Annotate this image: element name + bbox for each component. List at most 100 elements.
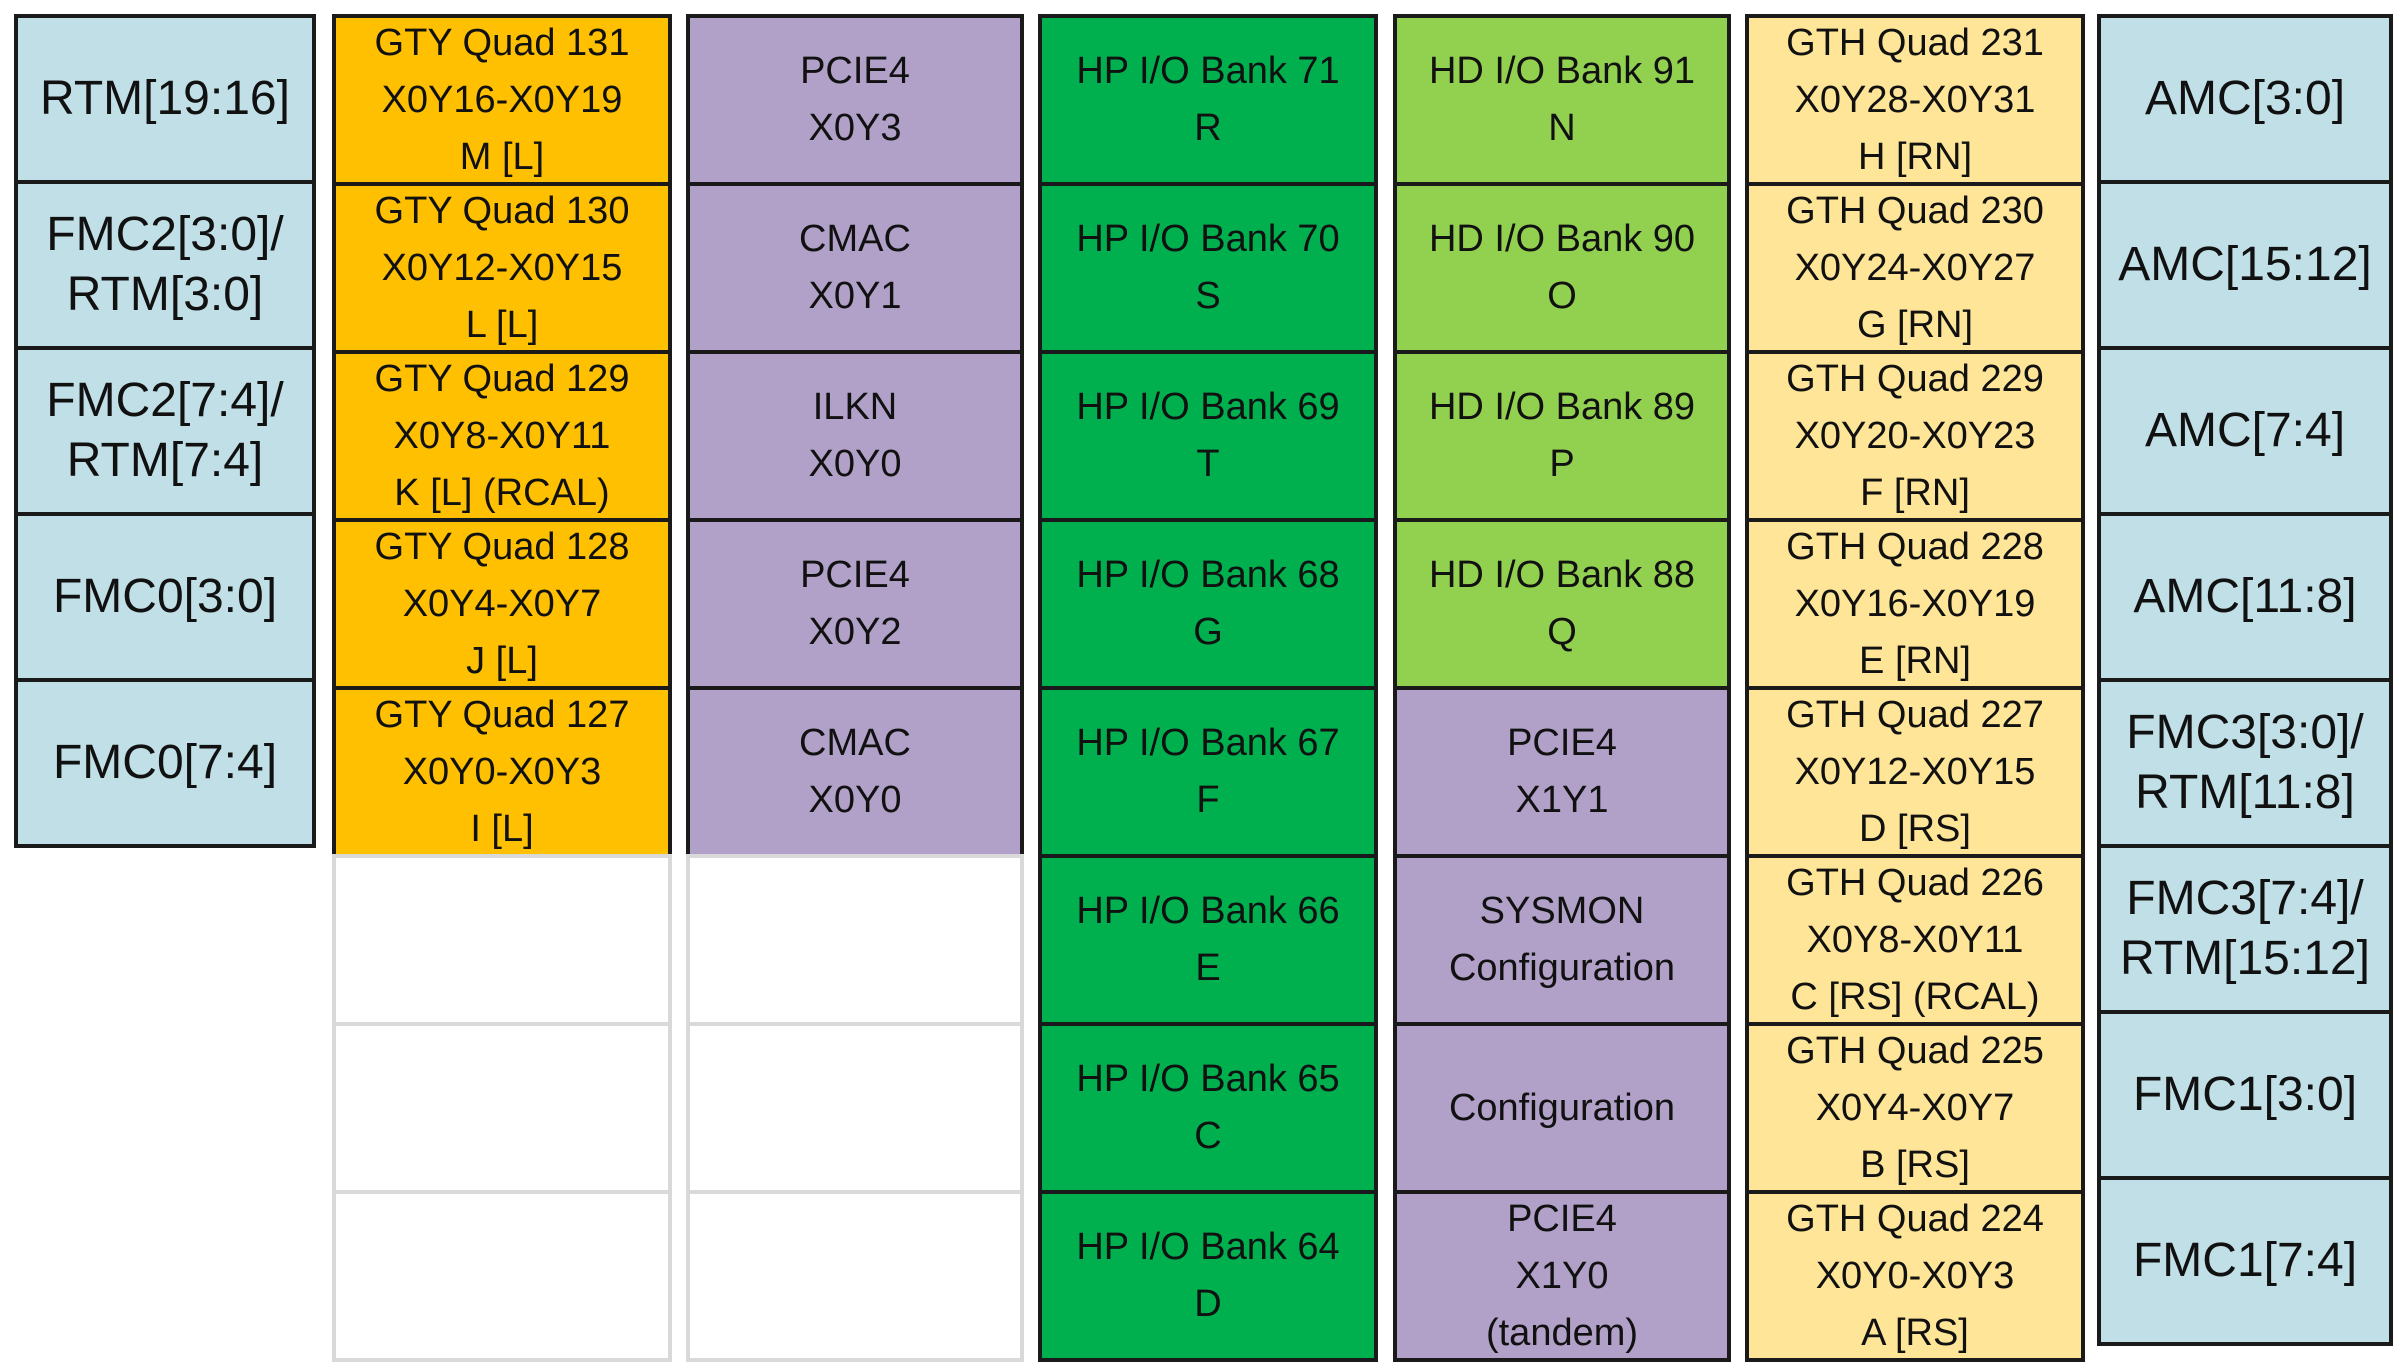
bank-cell-label: HP I/O Bank 68 G xyxy=(1076,554,1340,653)
bank-cell: PCIE4 X1Y0 (tandem) xyxy=(1393,1190,1731,1362)
bank-cell-label: HP I/O Bank 64 D xyxy=(1076,1226,1340,1325)
bank-cell-label: HP I/O Bank 66 E xyxy=(1076,890,1340,989)
bank-cell: GTY Quad 129 X0Y8-X0Y11 K [L] (RCAL) xyxy=(332,350,672,522)
bank-cell: GTY Quad 128 X0Y4-X0Y7 J [L] xyxy=(332,518,672,690)
bank-cell-label: HP I/O Bank 67 F xyxy=(1076,722,1340,821)
bank-cell: AMC[7:4] xyxy=(2097,346,2393,516)
bank-cell: HD I/O Bank 90 O xyxy=(1393,182,1731,354)
bank-cell-label: GTH Quad 230 X0Y24-X0Y27 G [RN] xyxy=(1786,189,2044,346)
bank-cell-label: GTH Quad 228 X0Y16-X0Y19 E [RN] xyxy=(1786,525,2044,682)
bank-cell-label: FMC1[3:0] xyxy=(2132,1068,2358,1121)
bank-cell: GTY Quad 131 X0Y16-X0Y19 M [L] xyxy=(332,14,672,186)
bank-cell-label: FMC3[7:4]/ RTM[15:12] xyxy=(2120,872,2370,985)
bank-cell-label: HP I/O Bank 69 T xyxy=(1076,386,1340,485)
bank-cell: AMC[11:8] xyxy=(2097,512,2393,682)
bank-cell-label: PCIE4 X1Y0 (tandem) xyxy=(1485,1197,1639,1354)
bank-cell-label: ILKN X0Y0 xyxy=(808,386,902,485)
bank-cell-label: PCIE4 X0Y2 xyxy=(800,554,910,653)
bank-cell-label: HD I/O Bank 88 Q xyxy=(1428,554,1696,653)
bank-cell: GTH Quad 228 X0Y16-X0Y19 E [RN] xyxy=(1745,518,2085,690)
bank-cell-label: GTH Quad 231 X0Y28-X0Y31 H [RN] xyxy=(1786,21,2044,178)
bank-cell: GTY Quad 130 X0Y12-X0Y15 L [L] xyxy=(332,182,672,354)
bank-cell-label: SYSMON Configuration xyxy=(1448,890,1676,989)
bank-cell-label: HD I/O Bank 91 N xyxy=(1428,50,1696,149)
bank-cell-label: GTY Quad 127 X0Y0-X0Y3 I [L] xyxy=(374,693,630,850)
empty-cell xyxy=(686,854,1024,1026)
bank-cell: HP I/O Bank 65 C xyxy=(1038,1022,1378,1194)
bank-cell-label: HD I/O Bank 90 O xyxy=(1428,218,1696,317)
bank-cell-label: AMC[7:4] xyxy=(2144,404,2346,457)
bank-cell: FMC3[3:0]/ RTM[11:8] xyxy=(2097,678,2393,848)
bank-cell-label: GTY Quad 129 X0Y8-X0Y11 K [L] (RCAL) xyxy=(374,357,630,514)
bank-cell-label: GTH Quad 229 X0Y20-X0Y23 F [RN] xyxy=(1786,357,2044,514)
bank-cell-label: PCIE4 X1Y1 xyxy=(1507,722,1617,821)
bank-cell: GTH Quad 224 X0Y0-X0Y3 A [RS] xyxy=(1745,1190,2085,1362)
bank-cell: GTH Quad 225 X0Y4-X0Y7 B [RS] xyxy=(1745,1022,2085,1194)
bank-cell: HP I/O Bank 66 E xyxy=(1038,854,1378,1026)
bank-cell: PCIE4 X0Y3 xyxy=(686,14,1024,186)
bank-cell: GTH Quad 226 X0Y8-X0Y11 C [RS] (RCAL) xyxy=(1745,854,2085,1026)
bank-cell-label: FMC2[3:0]/ RTM[3:0] xyxy=(46,208,284,321)
bank-cell-label: GTH Quad 225 X0Y4-X0Y7 B [RS] xyxy=(1786,1029,2044,1186)
bank-cell: FMC2[7:4]/ RTM[7:4] xyxy=(14,346,316,516)
bank-cell: PCIE4 X0Y2 xyxy=(686,518,1024,690)
bank-cell-label: FMC1[7:4] xyxy=(2132,1234,2358,1287)
bank-cell: HD I/O Bank 89 P xyxy=(1393,350,1731,522)
bank-cell-label: FMC2[7:4]/ RTM[7:4] xyxy=(46,374,284,487)
bank-cell-label: HP I/O Bank 65 C xyxy=(1076,1058,1340,1157)
bank-cell: ILKN X0Y0 xyxy=(686,350,1024,522)
empty-cell xyxy=(332,854,672,1026)
bank-cell-label: PCIE4 X0Y3 xyxy=(800,50,910,149)
bank-cell: FMC0[3:0] xyxy=(14,512,316,682)
bank-cell-label: GTH Quad 226 X0Y8-X0Y11 C [RS] (RCAL) xyxy=(1786,861,2044,1018)
empty-cell xyxy=(686,1022,1024,1194)
bank-cell: HD I/O Bank 88 Q xyxy=(1393,518,1731,690)
empty-cell xyxy=(332,1022,672,1194)
bank-cell-label: HD I/O Bank 89 P xyxy=(1428,386,1696,485)
bank-cell-label: HP I/O Bank 70 S xyxy=(1076,218,1340,317)
bank-cell: GTH Quad 231 X0Y28-X0Y31 H [RN] xyxy=(1745,14,2085,186)
bank-cell-label: FMC3[3:0]/ RTM[11:8] xyxy=(2126,706,2364,819)
bank-cell-label: RTM[19:16] xyxy=(40,72,290,125)
bank-cell: RTM[19:16] xyxy=(14,14,316,184)
bank-cell: FMC1[3:0] xyxy=(2097,1010,2393,1180)
bank-cell: AMC[15:12] xyxy=(2097,180,2393,350)
bank-cell: HP I/O Bank 71 R xyxy=(1038,14,1378,186)
bank-cell: HD I/O Bank 91 N xyxy=(1393,14,1731,186)
bank-cell-label: CMAC X0Y1 xyxy=(799,218,911,317)
bank-cell: HP I/O Bank 67 F xyxy=(1038,686,1378,858)
bank-cell: SYSMON Configuration xyxy=(1393,854,1731,1026)
bank-cell: FMC0[7:4] xyxy=(14,678,316,848)
bank-cell: CMAC X0Y0 xyxy=(686,686,1024,858)
bank-cell-label: AMC[15:12] xyxy=(2118,238,2372,291)
bank-cell-label: HP I/O Bank 71 R xyxy=(1076,50,1340,149)
bank-cell: Configuration xyxy=(1393,1022,1731,1194)
empty-cell xyxy=(332,1190,672,1362)
bank-cell: GTY Quad 127 X0Y0-X0Y3 I [L] xyxy=(332,686,672,858)
bank-cell: FMC1[7:4] xyxy=(2097,1176,2393,1346)
bank-cell: FMC3[7:4]/ RTM[15:12] xyxy=(2097,844,2393,1014)
bank-cell: FMC2[3:0]/ RTM[3:0] xyxy=(14,180,316,350)
bank-cell-label: GTY Quad 128 X0Y4-X0Y7 J [L] xyxy=(374,525,630,682)
bank-cell: GTH Quad 230 X0Y24-X0Y27 G [RN] xyxy=(1745,182,2085,354)
bank-cell: AMC[3:0] xyxy=(2097,14,2393,184)
bank-cell-label: FMC0[7:4] xyxy=(52,736,278,789)
bank-cell-label: CMAC X0Y0 xyxy=(799,722,911,821)
bank-cell-label: GTY Quad 131 X0Y16-X0Y19 M [L] xyxy=(374,21,630,178)
bank-cell-label: AMC[11:8] xyxy=(2133,570,2357,623)
bank-cell: GTH Quad 227 X0Y12-X0Y15 D [RS] xyxy=(1745,686,2085,858)
bank-cell-label: GTH Quad 227 X0Y12-X0Y15 D [RS] xyxy=(1786,693,2044,850)
bank-cell: CMAC X0Y1 xyxy=(686,182,1024,354)
bank-cell-label: Configuration xyxy=(1448,1086,1676,1129)
bank-cell-label: GTY Quad 130 X0Y12-X0Y15 L [L] xyxy=(374,189,630,346)
bank-cell: PCIE4 X1Y1 xyxy=(1393,686,1731,858)
bank-cell: HP I/O Bank 70 S xyxy=(1038,182,1378,354)
bank-cell: HP I/O Bank 64 D xyxy=(1038,1190,1378,1362)
bank-cell-label: GTH Quad 224 X0Y0-X0Y3 A [RS] xyxy=(1786,1197,2044,1354)
bank-cell: GTH Quad 229 X0Y20-X0Y23 F [RN] xyxy=(1745,350,2085,522)
bank-cell-label: AMC[3:0] xyxy=(2144,72,2346,125)
bank-cell: HP I/O Bank 69 T xyxy=(1038,350,1378,522)
bank-cell: HP I/O Bank 68 G xyxy=(1038,518,1378,690)
bank-cell-label: FMC0[3:0] xyxy=(52,570,278,623)
